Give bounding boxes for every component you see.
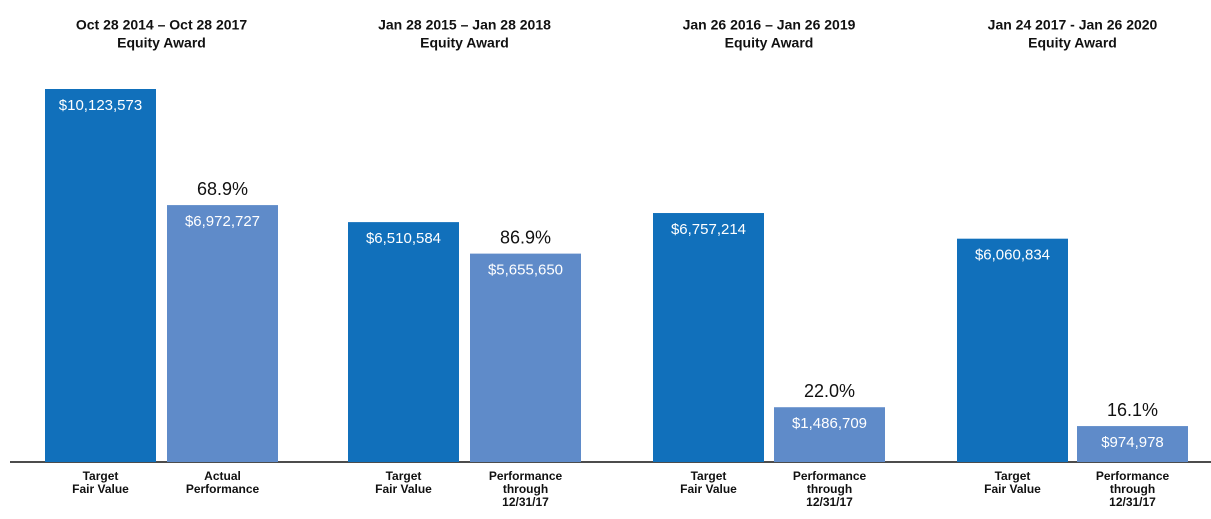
x-tick-label: through (807, 482, 852, 496)
x-tick-label: Target (83, 469, 119, 483)
percent-label: 22.0% (804, 381, 855, 401)
value-label: $6,757,214 (671, 221, 746, 238)
group-title: Oct 28 2014 – Oct 28 2017 (76, 17, 247, 33)
group-title: Jan 24 2017 - Jan 26 2020 (988, 17, 1158, 33)
x-tick-label: through (503, 482, 548, 496)
x-tick-label: Fair Value (984, 482, 1041, 496)
x-tick-label: Performance (1096, 469, 1170, 483)
bar (348, 222, 459, 462)
x-tick-label: Performance (793, 469, 867, 483)
group-title: Equity Award (725, 35, 814, 51)
bar (470, 253, 581, 462)
value-label: $6,060,834 (975, 247, 1050, 264)
x-tick-label: Target (995, 469, 1031, 483)
group-title: Equity Award (1028, 35, 1117, 51)
group-title: Equity Award (420, 35, 509, 51)
group-title: Jan 26 2016 – Jan 26 2019 (683, 17, 856, 33)
group-title: Equity Award (117, 35, 206, 51)
x-tick-label: Performance (489, 469, 563, 483)
x-tick-label: 12/31/17 (502, 495, 549, 509)
bar (957, 238, 1068, 462)
x-tick-label: 12/31/17 (1109, 495, 1156, 509)
value-label: $10,123,573 (59, 97, 142, 114)
x-tick-label: Fair Value (375, 482, 432, 496)
bar (653, 213, 764, 462)
value-label: $1,486,709 (792, 415, 867, 432)
bar (45, 89, 156, 462)
value-label: $974,978 (1101, 434, 1164, 451)
bar (167, 205, 278, 462)
x-tick-label: Fair Value (680, 482, 737, 496)
x-tick-label: Fair Value (72, 482, 129, 496)
group-title: Jan 28 2015 – Jan 28 2018 (378, 17, 551, 33)
x-tick-label: 12/31/17 (806, 495, 853, 509)
x-tick-label: Actual (204, 469, 241, 483)
x-tick-label: Target (386, 469, 422, 483)
value-label: $6,972,727 (185, 213, 260, 230)
percent-label: 86.9% (500, 227, 551, 247)
value-label: $6,510,584 (366, 230, 441, 247)
percent-label: 16.1% (1107, 400, 1158, 420)
percent-label: 68.9% (197, 179, 248, 199)
x-tick-label: Target (691, 469, 727, 483)
bar (1077, 426, 1188, 462)
x-tick-label: through (1110, 482, 1155, 496)
bar (774, 407, 885, 462)
value-label: $5,655,650 (488, 262, 563, 279)
x-tick-label: Performance (186, 482, 260, 496)
